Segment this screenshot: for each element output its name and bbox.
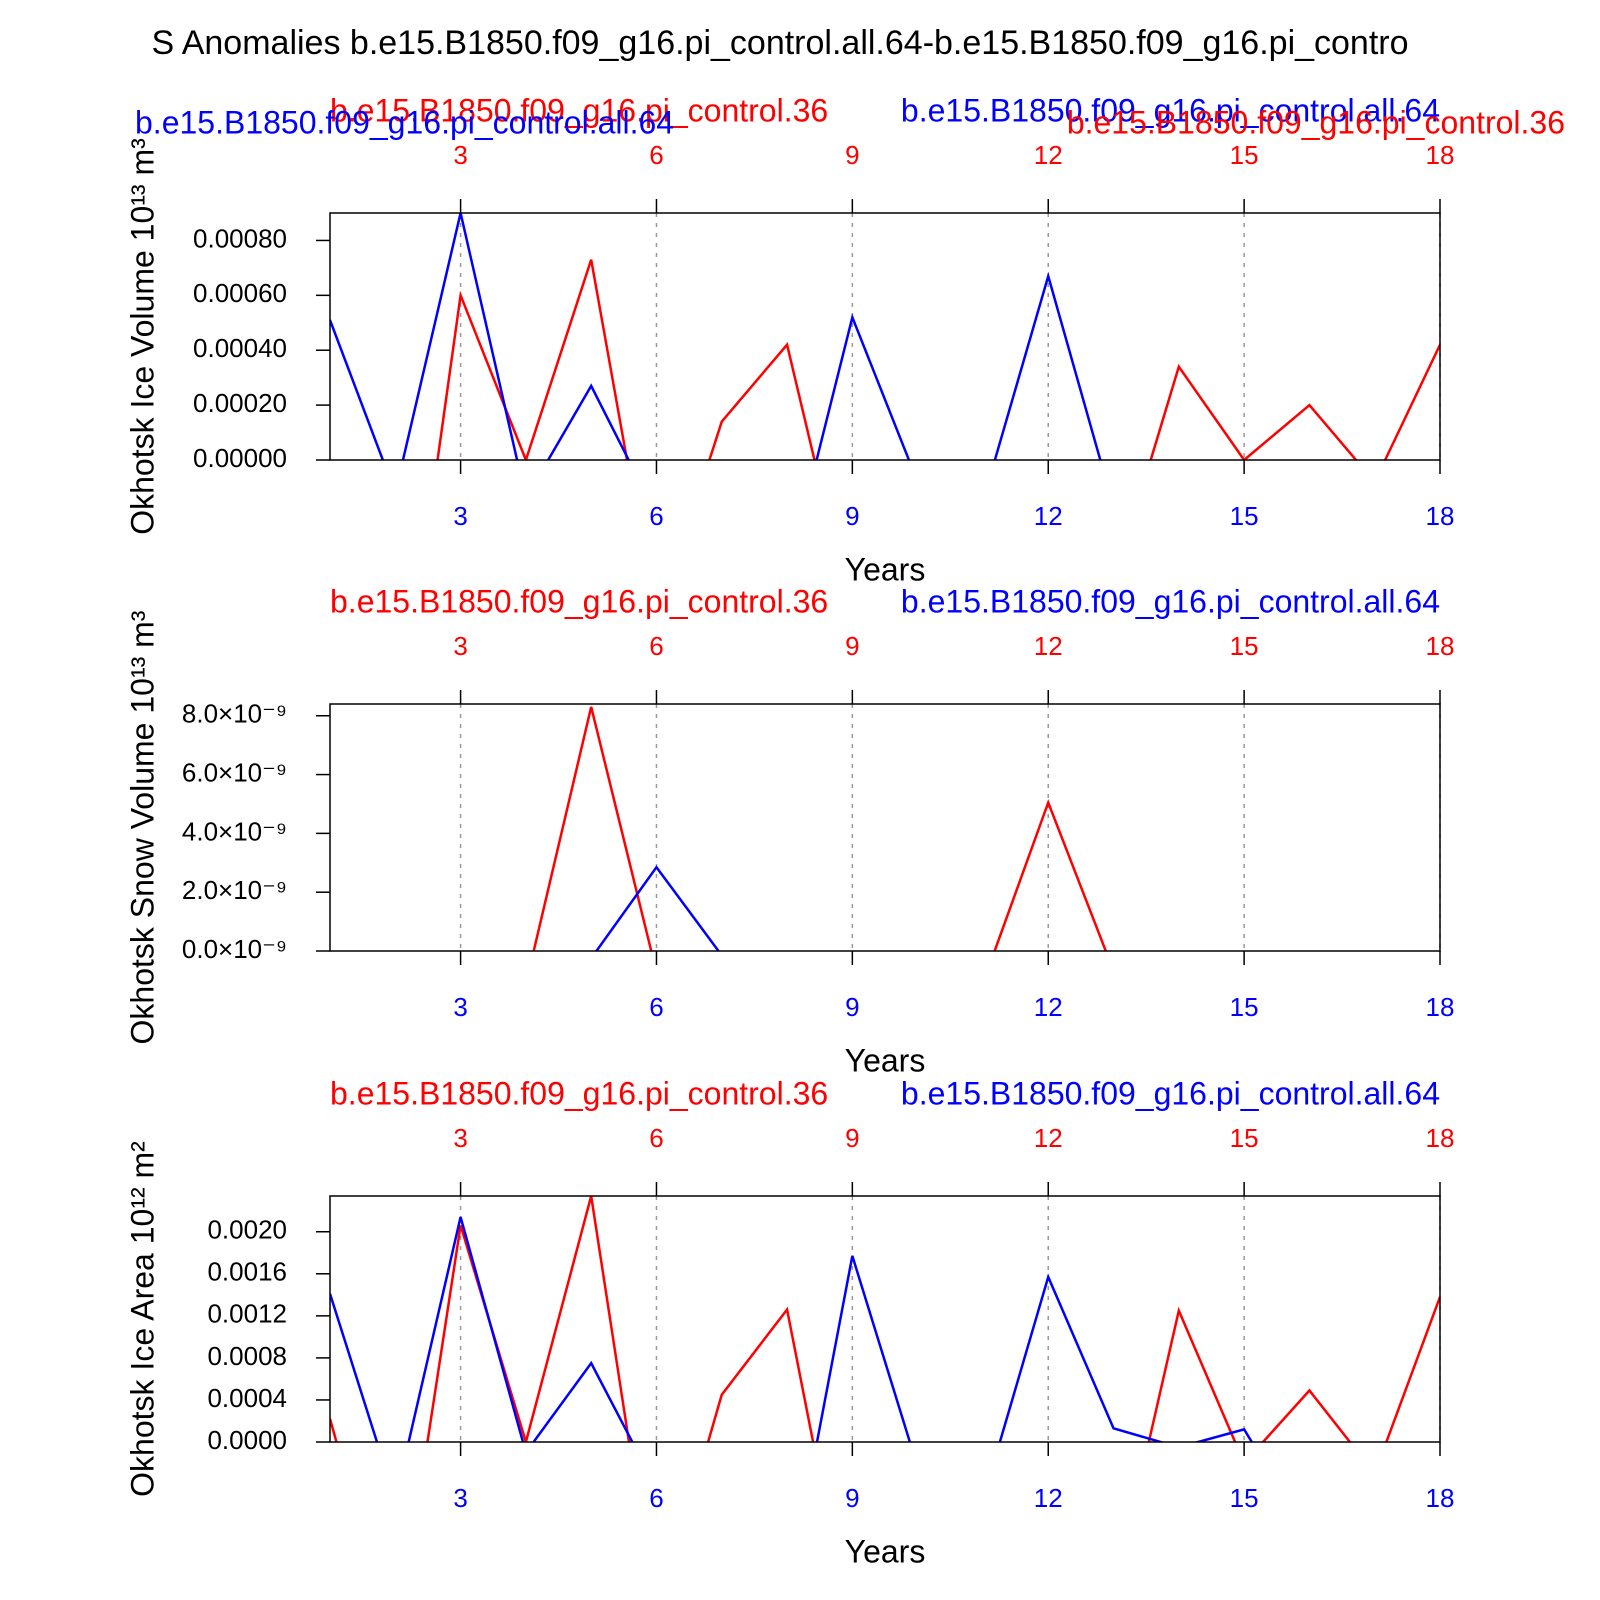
y-tick-label: 8.0×10⁻⁹ xyxy=(182,699,287,729)
y-tick-label: 0.00060 xyxy=(193,278,287,308)
x-tick-label-bottom: 3 xyxy=(453,1483,467,1513)
data-line xyxy=(436,259,1440,460)
y-tick-label: 0.0008 xyxy=(207,1341,287,1371)
y-tick-label: 0.00080 xyxy=(193,223,287,253)
x-tick-label-top: 18 xyxy=(1426,631,1455,661)
y-tick-label: 0.00040 xyxy=(193,333,287,363)
x-tick-label-top: 18 xyxy=(1426,1123,1455,1153)
x-tick-label-top: 3 xyxy=(453,140,467,170)
x-axis-label: Years xyxy=(845,1533,926,1569)
y-tick-label: 0.00020 xyxy=(193,388,287,418)
x-tick-label-bottom: 15 xyxy=(1230,501,1259,531)
figure-title: S Anomalies b.e15.B1850.f09_g16.pi_contr… xyxy=(151,24,1408,62)
x-tick-label-bottom: 18 xyxy=(1426,1483,1455,1513)
x-tick-label-bottom: 6 xyxy=(649,992,663,1022)
x-tick-label-top: 3 xyxy=(453,631,467,661)
x-tick-label-top: 6 xyxy=(649,140,663,170)
y-tick-label: 0.0000 xyxy=(207,1425,287,1455)
x-tick-label-bottom: 9 xyxy=(845,1483,859,1513)
x-tick-label-top: 15 xyxy=(1230,140,1259,170)
y-tick-label: 0.0004 xyxy=(207,1383,287,1413)
x-tick-label-bottom: 18 xyxy=(1426,992,1455,1022)
x-tick-label-top: 15 xyxy=(1230,631,1259,661)
data-line xyxy=(330,213,1102,460)
x-tick-label-bottom: 12 xyxy=(1034,1483,1063,1513)
x-tick-label-bottom: 6 xyxy=(649,1483,663,1513)
x-tick-label-top: 12 xyxy=(1034,631,1063,661)
x-tick-label-top: 12 xyxy=(1034,1123,1063,1153)
x-tick-label-top: 9 xyxy=(845,140,859,170)
annotation: b.e15.B1850.f09_g16.pi_control.all.64 xyxy=(135,104,674,140)
series-name: b.e15.B1850.f09_g16.pi_control.all.64 xyxy=(901,583,1440,619)
series-name: b.e15.B1850.f09_g16.pi_control.36 xyxy=(330,583,828,619)
x-tick-label-bottom: 3 xyxy=(453,501,467,531)
y-tick-label: 0.0012 xyxy=(207,1299,287,1329)
y-tick-label: 4.0×10⁻⁹ xyxy=(182,816,287,846)
x-axis-label: Years xyxy=(845,1042,926,1078)
plot-frame xyxy=(329,212,1441,461)
x-tick-label-bottom: 9 xyxy=(845,501,859,531)
series-name: b.e15.B1850.f09_g16.pi_control.all.64 xyxy=(901,92,1440,128)
x-tick-label-bottom: 3 xyxy=(453,992,467,1022)
y-tick-label: 0.0×10⁻⁹ xyxy=(182,934,287,964)
x-tick-label-top: 9 xyxy=(845,631,859,661)
x-tick-label-bottom: 6 xyxy=(649,501,663,531)
x-tick-label-bottom: 15 xyxy=(1230,992,1259,1022)
x-tick-label-top: 6 xyxy=(649,1123,663,1153)
x-tick-label-bottom: 18 xyxy=(1426,501,1455,531)
annotation: b.e15.B1850.f09_g16.pi_control.36 xyxy=(1067,104,1565,140)
y-tick-label: 0.0016 xyxy=(207,1257,287,1287)
x-tick-label-bottom: 9 xyxy=(845,992,859,1022)
x-axis-label: Years xyxy=(845,551,926,587)
x-tick-label-top: 3 xyxy=(453,1123,467,1153)
x-tick-label-bottom: 15 xyxy=(1230,1483,1259,1513)
plot-frame xyxy=(329,703,1441,952)
y-axis-label: Okhotsk Ice Area 10¹² m² xyxy=(124,1141,160,1497)
x-tick-label-bottom: 12 xyxy=(1034,992,1063,1022)
y-tick-label: 6.0×10⁻⁹ xyxy=(182,757,287,787)
y-tick-label: 0.0020 xyxy=(207,1215,287,1245)
y-tick-label: 0.00000 xyxy=(193,443,287,473)
data-line xyxy=(532,706,1108,951)
y-axis-label: Okhotsk Snow Volume 10¹³ m³ xyxy=(124,610,160,1044)
y-axis-label: Okhotsk Ice Volume 10¹³ m³ xyxy=(124,138,160,535)
x-tick-label-top: 18 xyxy=(1426,140,1455,170)
x-tick-label-top: 9 xyxy=(845,1123,859,1153)
x-tick-label-top: 12 xyxy=(1034,140,1063,170)
data-line xyxy=(330,1196,1440,1442)
plot-frame xyxy=(329,1195,1441,1443)
series-name: b.e15.B1850.f09_g16.pi_control.all.64 xyxy=(901,1075,1440,1111)
series-name: b.e15.B1850.f09_g16.pi_control.36 xyxy=(330,92,828,128)
series-name: b.e15.B1850.f09_g16.pi_control.36 xyxy=(330,1075,828,1111)
x-tick-label-bottom: 12 xyxy=(1034,501,1063,531)
x-tick-label-top: 15 xyxy=(1230,1123,1259,1153)
x-tick-label-top: 6 xyxy=(649,631,663,661)
data-line xyxy=(330,1216,1254,1442)
data-line xyxy=(594,865,721,951)
y-tick-label: 2.0×10⁻⁹ xyxy=(182,875,287,905)
